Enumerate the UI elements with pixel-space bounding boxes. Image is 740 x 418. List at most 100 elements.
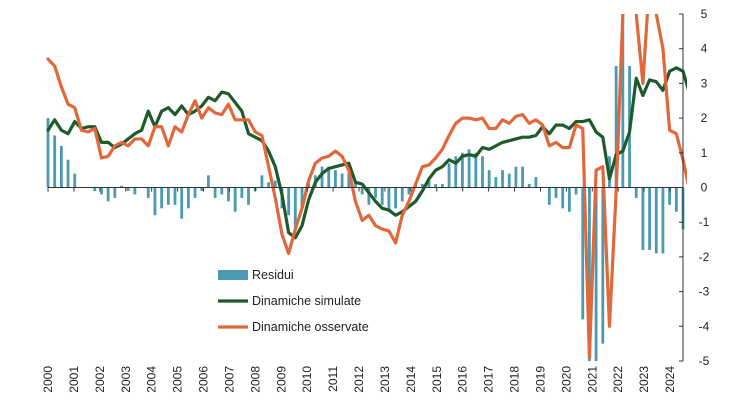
residui-bar [567, 187, 571, 212]
residui-bar [113, 187, 117, 198]
legend-simulate: Dinamiche simulate [218, 294, 361, 308]
residui-bar [340, 173, 344, 188]
residui-bar [514, 166, 518, 188]
residui-bar [387, 187, 391, 212]
chart-axes: -5 -4 -3 -2 -1 0 1 2 3 4 5 2000 2001 2002 2003 2004 2005… [41, 7, 710, 393]
x-tick-label: 2002 [93, 366, 107, 393]
y-tick-label: 5 [701, 7, 708, 21]
legend-swatch [218, 270, 248, 280]
residui-bar [407, 187, 411, 195]
residui-bar [554, 187, 558, 198]
legend-label: Dinamiche simulate [252, 294, 361, 308]
residui-bar [180, 187, 184, 219]
residui-bar [487, 170, 491, 188]
residui-bar [146, 187, 150, 198]
legend-label: Dinamiche osservate [252, 320, 369, 334]
x-tick-label: 2005 [171, 366, 185, 393]
residui-bar [668, 187, 672, 205]
residui-bar [574, 187, 578, 195]
legend-osservate: Dinamiche osservate [218, 320, 369, 334]
residui-bar [367, 187, 371, 205]
x-tick-label: 2013 [378, 366, 392, 393]
residui-bar [166, 187, 170, 205]
x-tick-label: 2008 [248, 366, 262, 393]
residui-bar [547, 187, 551, 205]
x-tick-label: 2004 [145, 366, 159, 393]
residui-bar [634, 187, 638, 198]
x-tick-label: 2011 [326, 366, 340, 392]
residui-bar [674, 187, 678, 212]
residui-bar [227, 187, 230, 202]
x-tick-label: 2006 [197, 366, 211, 393]
residui-bar [53, 135, 57, 188]
y-tick-label: 1 [701, 146, 708, 160]
y-tick-label: -3 [699, 285, 710, 299]
residui-bar [588, 187, 591, 361]
residui-bar [287, 187, 291, 216]
residui-bar [233, 187, 237, 212]
x-tick-label: 2015 [430, 366, 444, 393]
residui-bar [100, 187, 103, 195]
residui-bar [434, 184, 438, 188]
residui-bar [394, 187, 397, 209]
y-tick-label: -5 [699, 354, 710, 368]
x-tick-label: 2020 [559, 366, 573, 393]
residui-bar [247, 187, 250, 205]
residui-bar [420, 184, 424, 188]
x-tick-label: 2000 [41, 366, 55, 393]
residui-bar [320, 166, 324, 188]
residui-bar [561, 187, 565, 209]
x-tick-label: 2024 [663, 366, 677, 393]
residui-bar [440, 184, 444, 188]
residui-bar [300, 187, 304, 209]
residui-bar [153, 187, 157, 216]
residui-bar [66, 159, 70, 188]
residui-bar [601, 187, 605, 344]
residui-bar [334, 170, 337, 188]
x-tick-label: 2012 [352, 366, 366, 393]
simulate-line [46, 66, 687, 240]
y-tick-label: 3 [701, 76, 708, 90]
x-tick-label: 2018 [508, 366, 522, 393]
residui-bar [661, 187, 665, 254]
residui-bar [186, 187, 190, 209]
y-tick-label: 2 [701, 111, 708, 125]
residui-bar [474, 152, 478, 188]
x-tick-label: 2023 [637, 366, 651, 393]
x-tick-label: 2019 [533, 366, 547, 393]
x-tick-label: 2009 [274, 366, 288, 393]
residui-bar [267, 182, 270, 188]
legend: Residui Dinamiche simulate Dinamiche osser… [218, 268, 369, 334]
residui-bar [654, 187, 658, 254]
residui-bar [260, 175, 264, 188]
residui-bar [461, 152, 464, 188]
x-tick-label: 2001 [67, 366, 81, 393]
residui-bar [594, 187, 598, 361]
x-tick-label: 2010 [300, 366, 314, 393]
residui-bar [120, 185, 123, 188]
x-tick-label: 2014 [404, 366, 418, 393]
residui-bar [447, 163, 451, 188]
residui-bar [327, 166, 331, 188]
x-tick-label: 2007 [222, 366, 236, 393]
y-tick-label: -4 [699, 319, 710, 333]
osservate-line [46, 14, 687, 360]
y-tick-label: 0 [701, 181, 708, 195]
residui-bar [133, 187, 137, 195]
residui-bar [614, 66, 618, 188]
residui-bar [207, 175, 210, 188]
x-tick-label: 2021 [585, 366, 599, 393]
legend-residui: Residui [218, 268, 294, 282]
residui-bar [106, 187, 110, 202]
residui-bar [273, 180, 277, 188]
residui-bar [527, 184, 531, 188]
residui-bar [621, 14, 625, 188]
residui-bar [347, 173, 351, 188]
residui-bar [200, 187, 204, 191]
residui-bar [581, 187, 585, 320]
residui-bar [427, 180, 431, 188]
residui-bar [293, 187, 297, 230]
residui-bar [494, 177, 498, 188]
residui-bar [641, 187, 645, 250]
